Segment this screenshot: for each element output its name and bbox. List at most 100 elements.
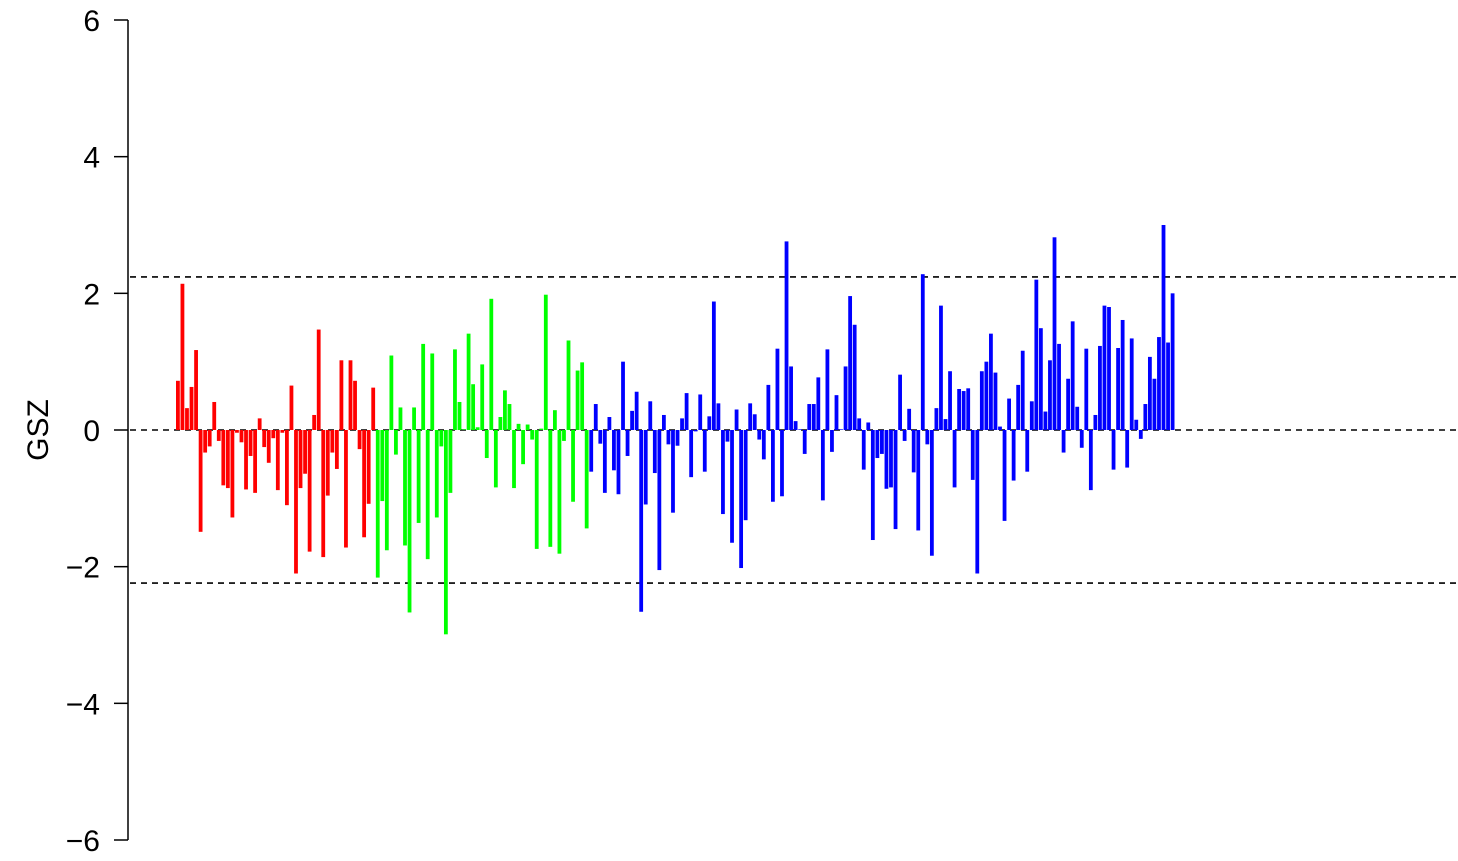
bar [203, 430, 208, 453]
bar [1170, 293, 1175, 430]
bar [1147, 356, 1152, 430]
bar [875, 430, 880, 459]
bar [834, 395, 839, 430]
bar [466, 333, 471, 430]
bar [1107, 307, 1111, 430]
bar [275, 430, 280, 491]
bar [344, 430, 348, 548]
bar [630, 410, 634, 430]
bar [398, 407, 403, 430]
bar [416, 430, 421, 523]
bar [176, 380, 180, 430]
bar [1002, 430, 1007, 521]
bar [257, 418, 262, 430]
bar [607, 417, 612, 430]
bar [266, 430, 271, 463]
bar [1057, 343, 1061, 430]
bar [462, 429, 466, 430]
bar [430, 353, 435, 430]
bar [1066, 378, 1071, 430]
bar [1070, 321, 1075, 430]
bar [1161, 225, 1166, 430]
bar [825, 349, 830, 430]
bar [448, 430, 453, 493]
bar [334, 430, 339, 469]
y-tick-label: 2 [83, 278, 100, 311]
y-tick-label: 0 [83, 415, 100, 448]
bar [212, 401, 217, 430]
bar [752, 414, 757, 430]
bar [979, 371, 984, 430]
bar [185, 408, 189, 430]
bar [830, 430, 834, 452]
bar [394, 430, 398, 455]
bar [530, 430, 535, 440]
bar [1038, 328, 1043, 430]
bar [671, 430, 675, 513]
bar [384, 430, 389, 551]
bar [1116, 348, 1120, 430]
bar [1152, 378, 1157, 430]
bar [857, 418, 862, 430]
bar [471, 384, 476, 430]
bar [575, 370, 580, 430]
bars [176, 225, 1175, 635]
bar [1025, 430, 1030, 472]
bar [244, 430, 248, 490]
bar [975, 430, 980, 574]
bar [216, 430, 221, 441]
bar [916, 430, 921, 531]
bar [552, 410, 557, 430]
bar [743, 430, 748, 521]
bar [661, 414, 666, 430]
bar [680, 418, 684, 430]
bar [593, 404, 598, 430]
bar [1098, 345, 1102, 430]
bar [961, 391, 966, 430]
bar [503, 390, 507, 430]
bar [734, 409, 739, 430]
bar [339, 360, 344, 430]
bar [689, 430, 694, 478]
bar [684, 393, 689, 430]
bar [303, 430, 307, 474]
bar [793, 421, 798, 430]
y-tick-label: 6 [83, 5, 100, 38]
bar [475, 427, 480, 430]
bar [1129, 338, 1134, 430]
bar [225, 430, 230, 489]
bar [989, 333, 993, 430]
bar [880, 430, 884, 454]
bar [285, 430, 289, 506]
bar [371, 387, 376, 430]
bar [957, 389, 962, 430]
y-axis-title: GSZ [22, 399, 55, 461]
bar [521, 430, 525, 465]
bar [194, 350, 198, 430]
bar [439, 430, 444, 447]
bar [1157, 337, 1161, 430]
bar [1043, 411, 1048, 430]
bar [848, 296, 853, 430]
bar [939, 305, 943, 430]
bar [966, 388, 971, 430]
bar [811, 404, 816, 430]
bar [634, 391, 639, 430]
bar [816, 377, 821, 430]
bar [480, 364, 485, 430]
bar [1029, 401, 1034, 430]
y-axis: −6 −4 −2 0 2 4 6 [66, 5, 129, 858]
bar [1011, 430, 1016, 481]
bar [889, 430, 893, 488]
bar [675, 430, 680, 446]
bar [321, 430, 326, 558]
bar [389, 355, 394, 430]
bar [1052, 237, 1057, 430]
bar [289, 385, 294, 430]
bar [639, 430, 644, 612]
bar [843, 366, 848, 430]
bar [775, 348, 780, 430]
bar [566, 340, 571, 430]
bar [294, 430, 298, 574]
